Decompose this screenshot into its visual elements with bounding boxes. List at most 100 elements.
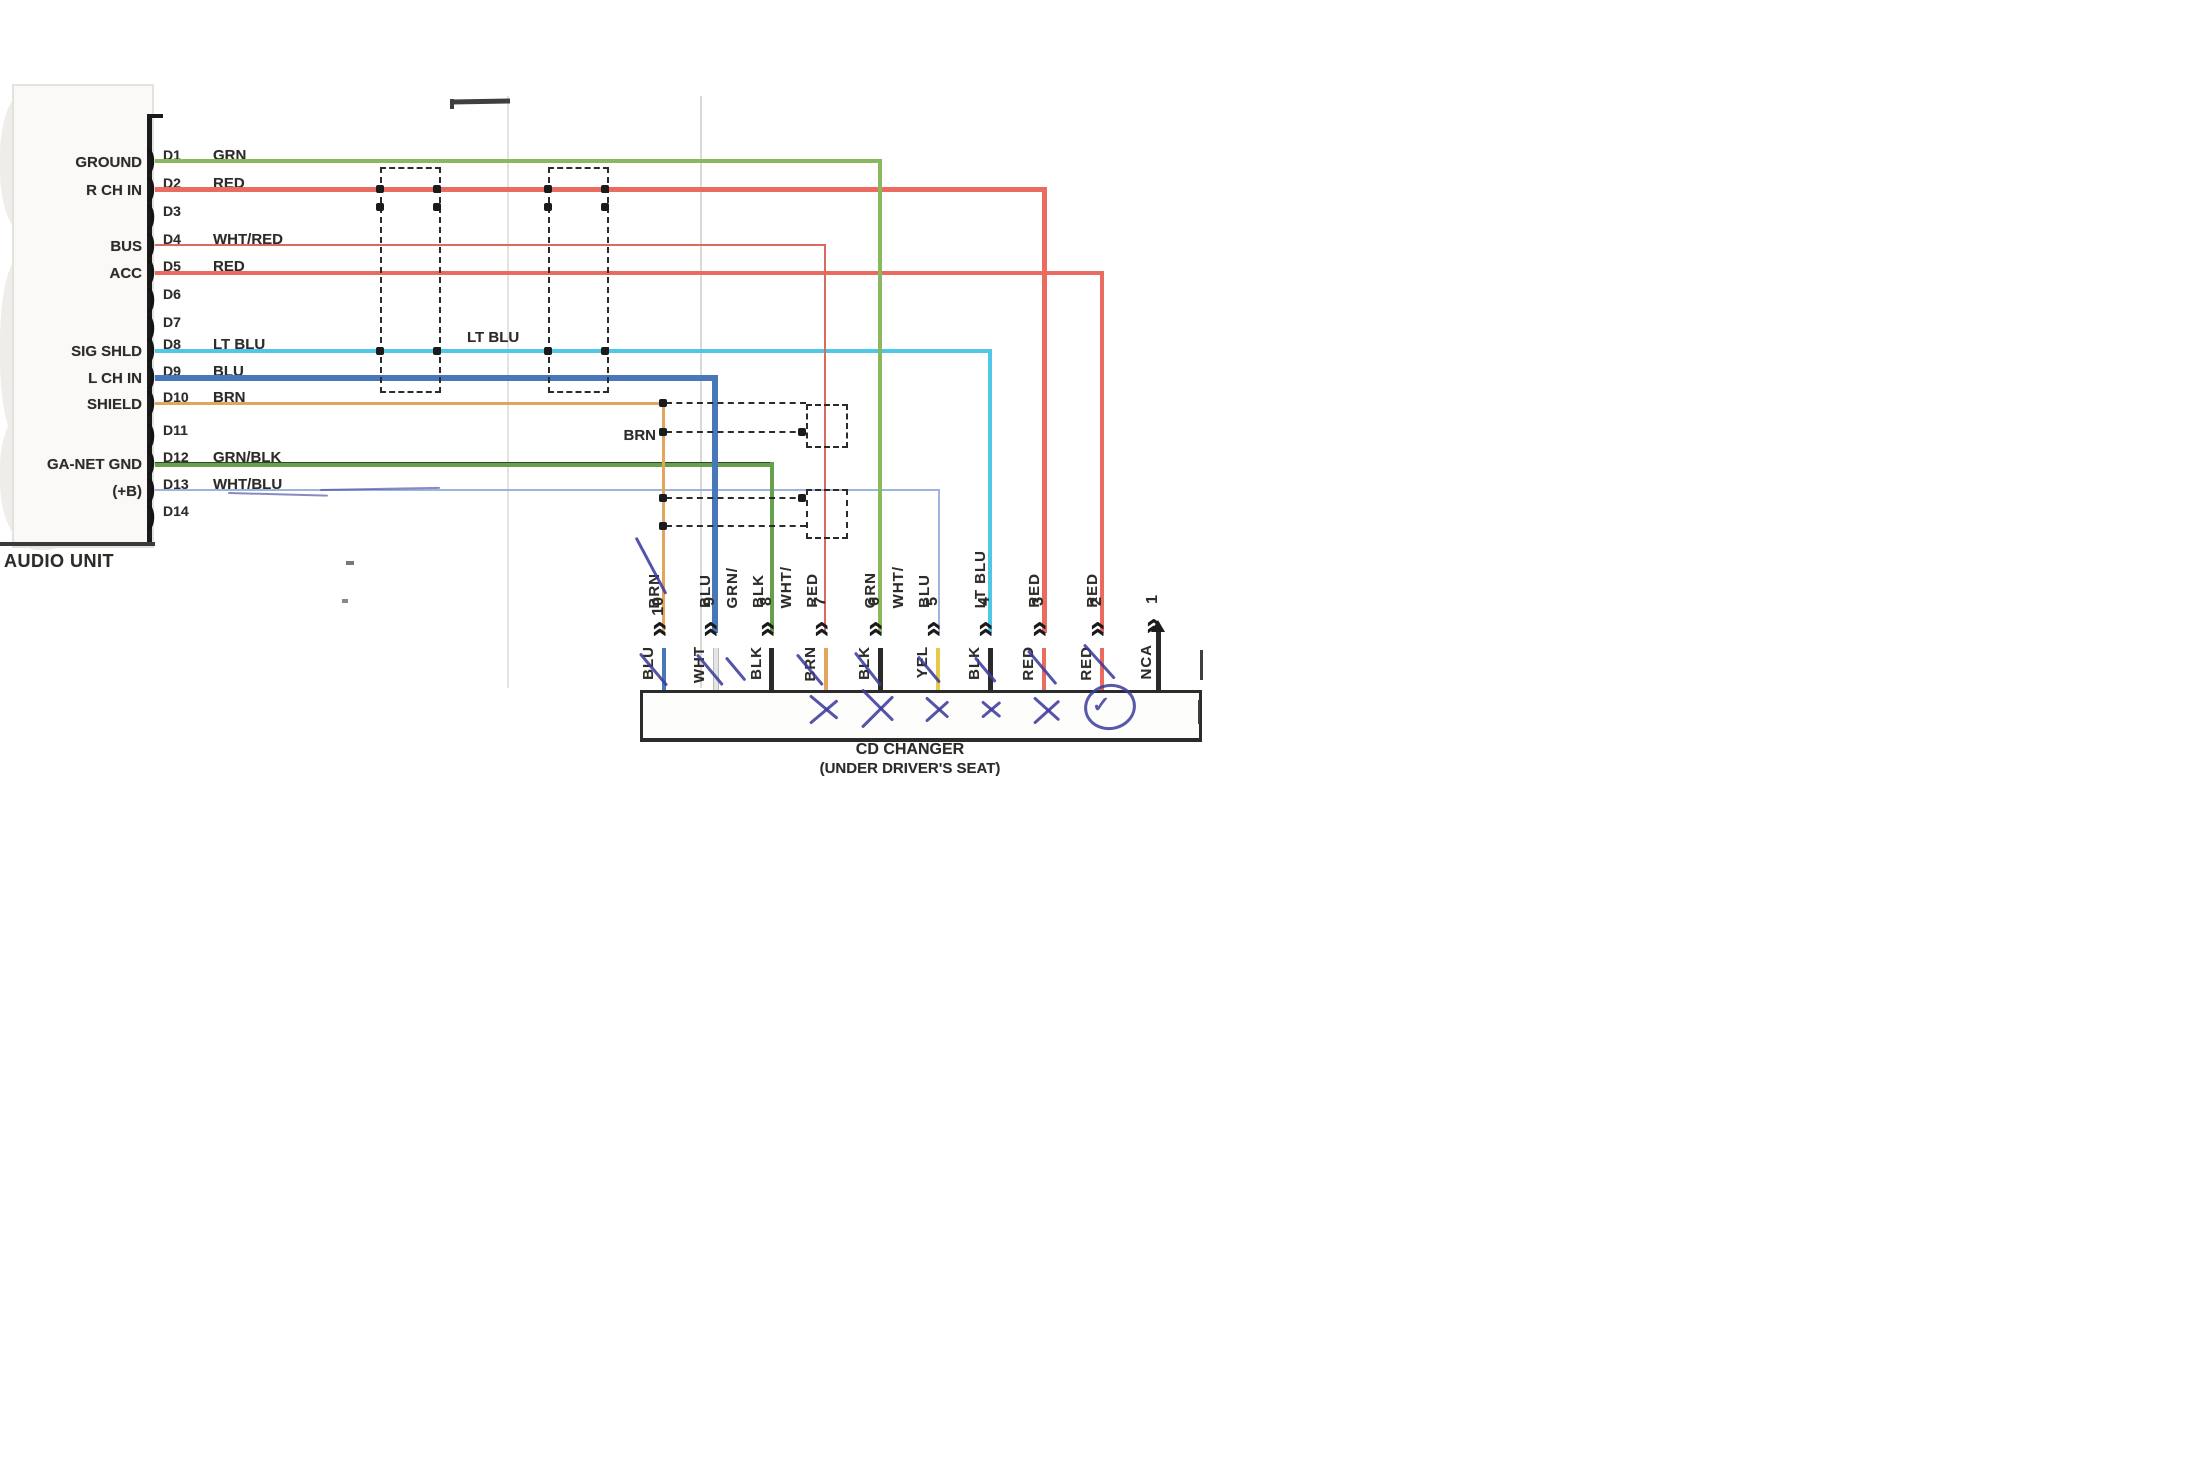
shield-drain-dash xyxy=(666,525,806,527)
pin-bracket-d11: ) xyxy=(147,419,156,449)
pin-bracket-d13: ) xyxy=(147,473,156,503)
pin-id-d4: D4 xyxy=(163,231,181,247)
scan-speck xyxy=(1198,700,1200,724)
label-sig-shld: SIG SHLD xyxy=(71,343,142,360)
wire-d10-brn-h xyxy=(155,402,665,405)
brn-junction-dot xyxy=(659,494,667,502)
stub-pin2-red xyxy=(1100,648,1104,692)
shield-arrow-dot xyxy=(376,203,384,211)
wire-color-label-d10: BRN xyxy=(213,389,246,406)
upper-wire-label-pin8-line1: GRN/ xyxy=(724,566,741,609)
shield-junction-dot xyxy=(433,185,441,193)
label-ga-net-gnd: GA-NET GND xyxy=(47,456,142,473)
pin-id-d13: D13 xyxy=(163,476,189,492)
pin-bracket-d2: ) xyxy=(147,172,156,202)
brn-junction-dot xyxy=(659,428,667,436)
upper-wire-label-pin7-line2: RED xyxy=(804,573,821,608)
shield-dashed-box-2 xyxy=(548,167,609,393)
connector-symbol-pin4: » xyxy=(967,622,1001,638)
connector-symbol-pin6: » xyxy=(857,622,891,638)
scan-crease xyxy=(507,96,509,688)
wire-d8-ltblu-h xyxy=(155,349,992,353)
wire-color-label-d12: GRN/BLK xyxy=(213,449,282,466)
mid-label-lt-blu: LT BLU xyxy=(467,329,520,346)
shield-arrow-dot xyxy=(433,203,441,211)
label-l-ch-in: L CH IN xyxy=(88,370,142,387)
wire-d12-grnblk-v xyxy=(770,462,774,633)
shield-mini-box-1 xyxy=(806,404,848,448)
wire-d1-grn-h xyxy=(155,159,882,163)
scan-speck xyxy=(1200,650,1203,680)
shield-dashed-box-1 xyxy=(380,167,441,393)
pin-id-d7: D7 xyxy=(163,314,181,330)
upper-wire-label-pin9: BLU xyxy=(697,574,714,608)
shield-drain-dash xyxy=(666,431,806,433)
connector-symbol-pin3: » xyxy=(1021,622,1055,638)
label-acc: ACC xyxy=(109,265,143,282)
pen-slash xyxy=(724,656,747,682)
cd-changer-title: CD CHANGER xyxy=(855,741,965,758)
upper-wire-label-pin6: GRN xyxy=(862,571,879,608)
shield-arrow-dot xyxy=(544,203,552,211)
connector-symbol-pin5: » xyxy=(915,622,949,638)
connector-symbol-pin8: » xyxy=(749,622,783,638)
pin-bracket-d14: ) xyxy=(147,500,156,530)
stub-pin9-wht xyxy=(713,648,719,692)
scan-speck xyxy=(451,98,511,105)
lower-wire-label-pin8: BLK xyxy=(748,646,765,680)
wire-d2-red-v xyxy=(1042,187,1047,633)
lower-wire-label-pin1: NCA xyxy=(1138,644,1155,680)
shield-junction-dot xyxy=(376,185,384,193)
brn-junction-dot xyxy=(659,399,667,407)
stub-pin5-yel xyxy=(936,648,940,692)
wire-d4-whtred-h xyxy=(155,244,826,246)
pen-squiggle xyxy=(227,492,328,497)
wire-color-label-d4: WHT/RED xyxy=(213,231,283,248)
scan-speck xyxy=(346,561,354,565)
wire-d8-ltblu-v xyxy=(988,349,992,633)
shield-junction-dot xyxy=(544,347,552,355)
connector-symbol-pin9: » xyxy=(692,622,726,638)
pin-id-d5: D5 xyxy=(163,258,181,274)
pin-bracket-d3: ) xyxy=(147,200,156,230)
wire-d10-brn-v xyxy=(662,402,665,633)
stub-pin1-nca xyxy=(1156,630,1161,692)
pin-id-d10: D10 xyxy=(163,389,189,405)
wire-color-label-d5: RED xyxy=(213,258,245,275)
brn-junction-dot xyxy=(659,522,667,530)
nca-arrow-icon xyxy=(1151,620,1165,632)
stub-pin4-blk xyxy=(988,648,993,692)
wire-d1-grn-v xyxy=(878,159,882,633)
audio-unit-box xyxy=(12,84,154,548)
upper-wire-label-pin3: RED xyxy=(1026,573,1043,608)
pin-bracket-d9: ) xyxy=(147,360,156,390)
wire-color-label-d8: LT BLU xyxy=(213,336,266,353)
wire-d5-red-h xyxy=(155,271,1104,275)
scan-speck xyxy=(342,599,348,603)
shield-drain-dash xyxy=(666,497,806,499)
pin-id-d12: D12 xyxy=(163,449,189,465)
wire-d4-whtred-v xyxy=(824,244,826,633)
pin-bracket-d6: ) xyxy=(147,283,156,313)
upper-wire-label-pin8-line2: BLK xyxy=(750,574,767,608)
upper-wire-label-pin5-line1: WHT/ xyxy=(890,565,907,608)
cd-changer-box xyxy=(640,690,1202,742)
audio-unit-title: AUDIO UNIT xyxy=(4,551,114,571)
pin-id-d3: D3 xyxy=(163,203,181,219)
shield-arrow-dot xyxy=(798,428,806,436)
wire-color-label-d13: WHT/BLU xyxy=(213,476,283,493)
upper-wire-label-pin10: BRN xyxy=(646,572,663,609)
shield-junction-dot xyxy=(376,347,384,355)
label-plus-b: (+B) xyxy=(112,483,142,500)
pin-id-d6: D6 xyxy=(163,286,181,302)
upper-wire-label-pin5-line2: BLU xyxy=(916,574,933,608)
label-ground: GROUND xyxy=(75,154,142,171)
wire-d12-grnblk-h xyxy=(155,462,774,467)
wire-d5-red-v xyxy=(1100,271,1104,633)
wire-d13-whtblu-h xyxy=(155,489,940,491)
scan-speck xyxy=(450,99,454,109)
upper-wire-label-pin4: LT BLU xyxy=(972,549,989,608)
cd-changer-subtitle: (UNDER DRIVER'S SEAT) xyxy=(819,760,1001,777)
audio-unit-box-bottom xyxy=(0,542,155,546)
shield-arrow-dot xyxy=(601,203,609,211)
